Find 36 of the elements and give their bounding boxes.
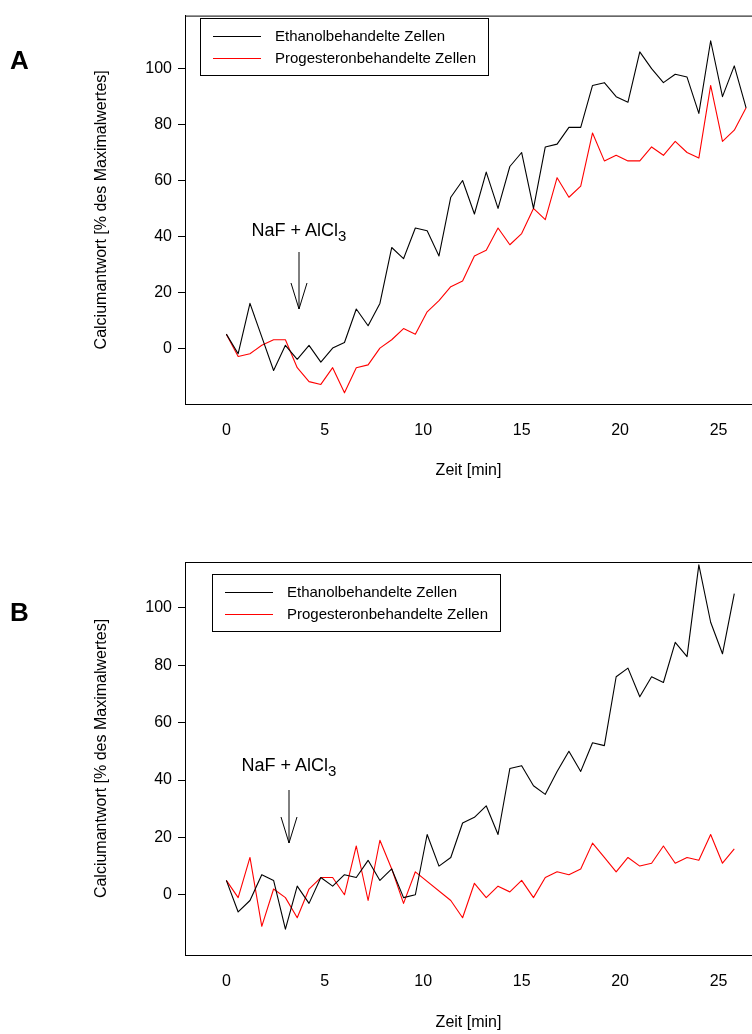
x-tick-label: 5 [320, 421, 330, 439]
y-tick-label: 20 [154, 827, 173, 845]
x-tick-label: 25 [709, 972, 728, 990]
y-tick-label: 60 [154, 170, 173, 188]
y-tick-label: 0 [163, 885, 173, 903]
x-tick-label: 15 [512, 972, 531, 990]
x-tick-label: 0 [221, 972, 231, 990]
x-tick-label: 25 [709, 421, 728, 439]
y-tick-label: 100 [145, 598, 173, 616]
x-axis-title: Zeit [min] [435, 1012, 502, 1030]
y-tick-label: 80 [154, 114, 173, 132]
x-tick-label: 10 [414, 972, 433, 990]
x-tick-label: 5 [320, 972, 330, 990]
y-tick-label: 80 [154, 655, 173, 673]
y-tick-label: 100 [145, 59, 173, 77]
x-axis-title: Zeit [min] [435, 460, 502, 478]
y-axis-title: Calciumantwort [% des Maximalwertes] [92, 618, 110, 899]
legend-label: Progesteronbehandelte Zellen [275, 48, 476, 68]
x-tick-label: 20 [611, 421, 630, 439]
text: B [10, 597, 29, 628]
annotation: NaF + AlCl$_{3}$ [241, 755, 337, 779]
y-tick-label: 20 [154, 282, 173, 300]
x-tick-label: 10 [414, 421, 433, 439]
y-tick-label: 40 [154, 226, 173, 244]
text: A [10, 45, 29, 76]
legend-label: Progesteronbehandelte Zellen [287, 604, 488, 624]
x-tick-label: 20 [611, 972, 630, 990]
y-tick-label: 0 [163, 338, 173, 356]
annotation: NaF + AlCl$_{3}$ [251, 220, 347, 244]
legend-label: Ethanolbehandelte Zellen [275, 26, 446, 46]
legend-label: Ethanolbehandelte Zellen [287, 582, 458, 602]
y-tick-label: 60 [154, 713, 173, 731]
y-tick-label: 40 [154, 770, 173, 788]
y-axis-title: Calciumantwort [% des Maximalwertes] [92, 70, 110, 350]
x-tick-label: 15 [512, 421, 531, 439]
x-tick-label: 0 [221, 421, 231, 439]
